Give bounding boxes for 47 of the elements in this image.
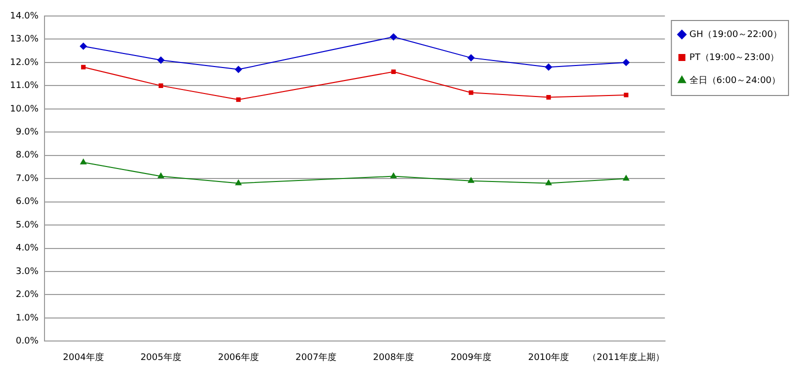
point <box>81 64 86 70</box>
x-tick-label: （2011年度上期） <box>588 352 665 363</box>
y-tick-label: 12.0% <box>10 58 40 68</box>
y-tick-label: 6.0% <box>16 197 40 208</box>
point <box>234 66 242 73</box>
point <box>546 95 551 100</box>
y-tick-label: 10.0% <box>10 104 40 114</box>
y-tick-label: 4.0% <box>16 244 40 254</box>
legend-label: 全日（6:00～24:00） <box>689 74 781 86</box>
y-tick-label: 8.0% <box>16 150 40 161</box>
y-tick-label: 13.0% <box>10 34 40 45</box>
point <box>157 56 164 64</box>
x-tick-label: 2009年度 <box>450 352 492 363</box>
y-tick-label: 7.0% <box>16 174 40 184</box>
point <box>468 90 474 95</box>
y-tick-label: 3.0% <box>16 266 40 277</box>
point <box>468 177 474 183</box>
point <box>622 58 630 66</box>
y-tick-label: 9.0% <box>16 127 40 138</box>
point <box>623 175 630 181</box>
point <box>545 64 552 71</box>
point <box>390 33 398 40</box>
point <box>236 97 241 102</box>
point <box>158 83 164 88</box>
point <box>235 180 242 186</box>
y-tick-label: 14.0% <box>10 11 40 22</box>
point <box>624 92 628 98</box>
x-tick-label: 2007年度 <box>296 352 336 363</box>
y-tick-label: 1.0% <box>16 313 40 324</box>
x-tick-label: 2010年度 <box>528 352 570 363</box>
point <box>80 158 86 164</box>
x-tick-label: 2006年度 <box>218 352 259 363</box>
point <box>468 54 475 62</box>
point <box>391 69 396 74</box>
y-tick-label: 11.0% <box>10 81 40 92</box>
y-tick-label: 2.0% <box>16 290 40 300</box>
y-tick-label: 5.0% <box>16 220 40 230</box>
point <box>545 180 552 186</box>
y-tick-label: 0.0% <box>16 336 40 347</box>
legend-label: PT（19:00～23:00） <box>689 52 780 63</box>
x-tick-label: 2008年度 <box>373 352 414 363</box>
x-tick-label: 2004年度 <box>62 352 104 363</box>
point <box>80 42 87 50</box>
point <box>158 172 164 178</box>
x-tick-label: 2005年度 <box>140 352 182 363</box>
legend-label: GH（19:00～22:00） <box>689 30 782 40</box>
point <box>390 172 397 178</box>
